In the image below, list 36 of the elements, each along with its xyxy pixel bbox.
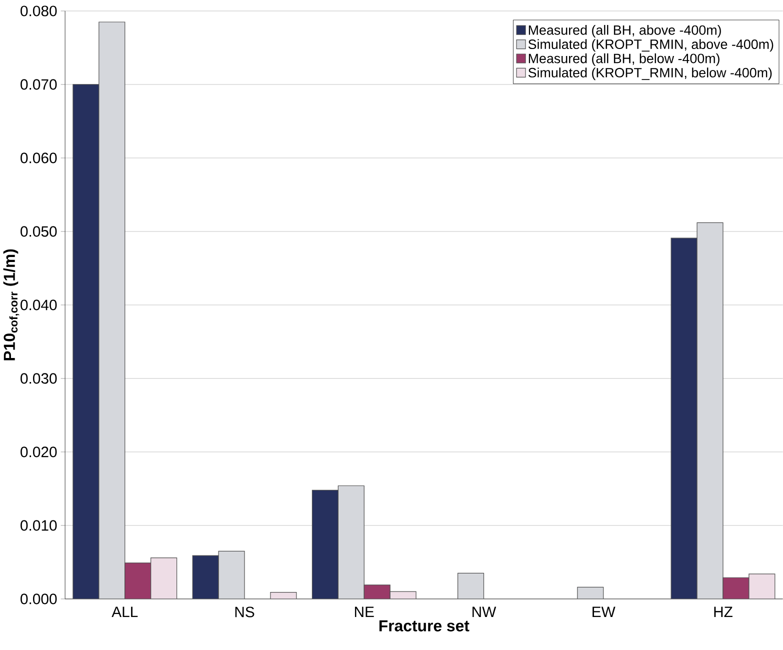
x-tick-label: HZ — [714, 606, 732, 618]
x-tick-label: NW — [472, 606, 496, 618]
y-tick-label: 0.040 — [20, 300, 57, 310]
legend-label: Simulated (KROPT_RMIN, above -400m) — [528, 39, 774, 52]
legend-label: Measured (all BH, above -400m) — [528, 25, 721, 38]
y-tick-label: 0.010 — [20, 520, 57, 531]
bar — [696, 222, 724, 600]
y-tick-label: 0.030 — [20, 373, 57, 384]
x-tick-label: EW — [592, 606, 616, 618]
y-tick-label: 0.080 — [20, 6, 57, 16]
bar — [72, 84, 100, 600]
x-tick-label: ALL — [112, 606, 138, 618]
bar — [577, 587, 604, 600]
y-tick-label: 0.060 — [20, 152, 57, 164]
x-axis-title: Fracture set — [379, 620, 470, 632]
bar — [312, 490, 338, 600]
x-tick-label: NE — [354, 606, 374, 618]
y-tick-label: 0.000 — [20, 594, 57, 604]
bar — [218, 550, 245, 600]
bar — [748, 574, 776, 600]
bar — [98, 22, 126, 600]
bar — [192, 555, 219, 600]
bar — [670, 238, 698, 600]
y-axis-title: P10$_{cof,corr}$ (1/m) — [3, 249, 20, 360]
bar — [124, 562, 152, 600]
bar — [458, 572, 484, 600]
bar — [722, 577, 750, 600]
y-tick-label: 0.070 — [20, 79, 57, 90]
bar — [364, 585, 390, 600]
bar — [150, 558, 178, 600]
x-tick-label: NS — [235, 606, 254, 618]
legend-label: Measured (all BH, below -400m) — [528, 53, 720, 66]
bar — [338, 486, 364, 600]
legend-label: Simulated (KROPT_RMIN, below -400m) — [528, 68, 772, 80]
y-tick-label: 0.050 — [20, 226, 57, 237]
y-tick-label: 0.020 — [20, 446, 57, 458]
